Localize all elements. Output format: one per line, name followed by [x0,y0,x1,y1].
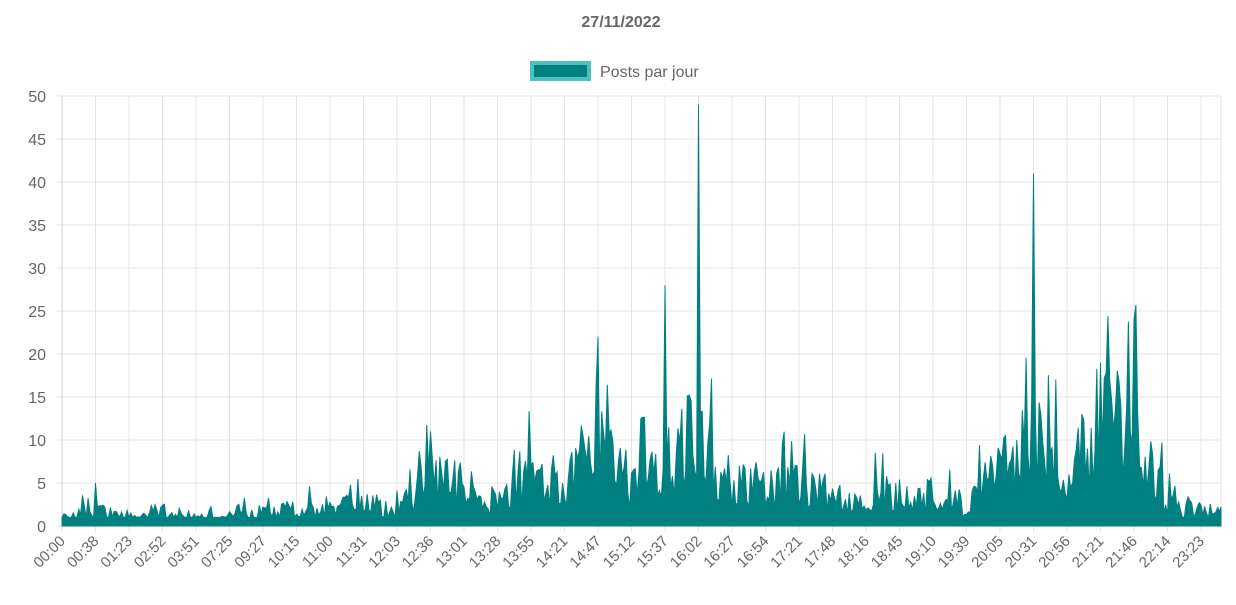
x-tick-label: 20:56 [1035,533,1074,572]
x-tick-label: 21:21 [1069,533,1108,572]
legend-swatch [534,65,587,77]
x-tick-label: 11:31 [333,533,371,571]
x-tick-label: 14:21 [533,533,572,572]
legend-label: Posts par jour [600,64,699,81]
x-tick-label: 19:39 [935,533,974,572]
x-tick-label: 16:02 [667,533,706,572]
y-axis-ticks: 0 5 10 15 20 25 30 35 40 45 50 [28,89,46,536]
x-tick-label: 13:01 [432,533,471,572]
x-tick-label: 18:45 [868,533,907,572]
legend[interactable]: Posts par jour [530,61,699,81]
x-tick-label: 15:12 [600,533,639,572]
x-tick-label: 12:03 [365,533,404,572]
x-tick-label: 21:46 [1102,533,1141,572]
y-tick-label: 25 [28,304,46,321]
x-tick-label: 03:51 [164,533,203,572]
x-tick-label: 17:21 [767,533,806,572]
y-tick-label: 45 [28,132,46,149]
x-tick-label: 14:47 [566,533,605,572]
x-tick-label: 02:52 [131,533,170,572]
x-tick-label: 23:23 [1169,533,1208,572]
x-tick-label: 10:15 [265,533,304,572]
x-tick-label: 16:54 [734,533,773,572]
y-tick-label: 35 [28,218,46,235]
y-tick-label: 20 [28,347,46,364]
y-tick-label: 5 [37,476,46,493]
x-tick-label: 16:27 [700,533,739,572]
x-tick-label: 11:00 [299,533,337,571]
x-tick-label: 20:05 [968,533,1007,572]
x-axis-ticks: 00:0000:3801:2302:5203:5107:2509:2710:15… [30,533,1208,572]
x-tick-label: 09:27 [231,533,270,572]
x-tick-label: 00:00 [30,533,69,572]
x-tick-label: 00:38 [64,533,103,572]
x-tick-label: 13:28 [466,533,505,572]
x-tick-label: 20:31 [1002,533,1041,572]
x-tick-label: 15:37 [633,533,672,572]
series-area-path [61,104,1222,527]
y-tick-label: 10 [28,433,46,450]
x-tick-label: 01:23 [97,533,136,572]
x-tick-label: 18:16 [834,533,873,572]
x-tick-label: 19:10 [901,533,940,572]
y-tick-label: 50 [28,89,46,106]
x-tick-label: 07:25 [198,533,237,572]
y-tick-label: 40 [28,175,46,192]
x-tick-label: 22:14 [1136,533,1175,572]
y-tick-label: 0 [37,519,46,536]
x-tick-label: 13:55 [499,533,538,572]
x-tick-label: 12:36 [399,533,438,572]
chart-title: 27/11/2022 [581,14,660,31]
series-area [61,104,1222,527]
x-tick-label: 17:48 [801,533,840,572]
y-tick-label: 15 [28,390,46,407]
y-tick-label: 30 [28,261,46,278]
